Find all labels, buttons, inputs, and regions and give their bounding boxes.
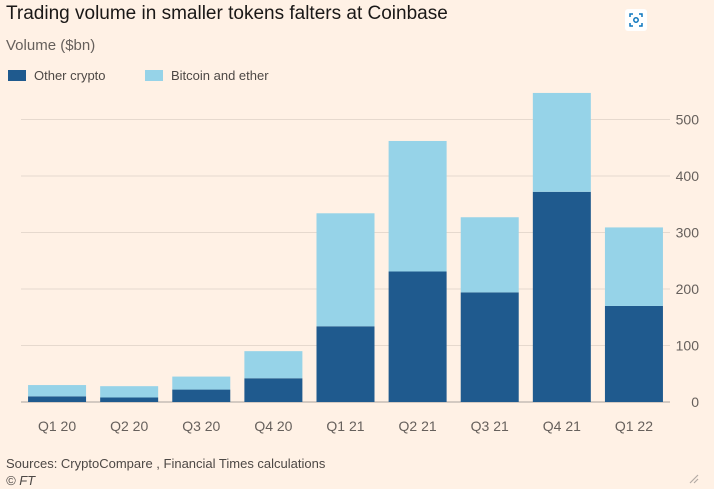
legend-item-other-crypto: Other crypto <box>8 68 106 83</box>
y-tick-label: 200 <box>676 281 700 297</box>
bar-bitcoin-and-ether-q4-21 <box>532 92 591 192</box>
x-tick-label: Q1 22 <box>615 418 653 434</box>
bar-bitcoin-and-ether-q2-21 <box>388 140 447 272</box>
y-tick-label: 400 <box>676 168 700 184</box>
y-tick-label: 300 <box>676 225 700 241</box>
x-tick-label: Q3 20 <box>182 418 220 434</box>
x-tick-label: Q4 20 <box>254 418 292 434</box>
x-tick-label: Q2 21 <box>399 418 437 434</box>
chart-subtitle: Volume ($bn) <box>6 37 96 54</box>
bar-other-crypto-q1-21 <box>316 326 375 402</box>
x-tick-label: Q3 21 <box>471 418 509 434</box>
focus-icon <box>629 13 643 27</box>
bar-bitcoin-and-ether-q1-22 <box>604 227 663 306</box>
bar-other-crypto-q2-21 <box>388 271 447 402</box>
y-tick-label: 100 <box>676 338 700 354</box>
y-tick-label: 0 <box>691 394 699 410</box>
legend-swatch-bitcoin-ether <box>145 70 163 81</box>
chart-plot: 0 100 200 300 400 500 Q1 20 Q2 20 Q3 20 Q4 20 Q1 2… <box>21 92 700 434</box>
bar-other-crypto-q1-20 <box>28 396 87 402</box>
bar-bitcoin-and-ether-q4-20 <box>244 351 303 379</box>
bar-other-crypto-q4-20 <box>244 378 303 402</box>
resize-handle-icon[interactable] <box>689 474 699 484</box>
bar-other-crypto-q3-21 <box>460 292 519 402</box>
bar-bitcoin-and-ether-q3-20 <box>172 376 231 390</box>
bar-other-crypto-q1-22 <box>604 305 663 402</box>
legend-label-other-crypto: Other crypto <box>34 68 106 83</box>
legend-label-bitcoin-ether: Bitcoin and ether <box>171 68 269 83</box>
chart-title: Trading volume in smaller tokens falters… <box>6 3 448 24</box>
x-tick-label: Q4 21 <box>543 418 581 434</box>
legend-swatch-other-crypto <box>8 70 26 81</box>
bar-bitcoin-and-ether-q1-21 <box>316 213 375 327</box>
x-tick-label: Q1 20 <box>38 418 76 434</box>
source-note: Sources: CryptoCompare , Financial Times… <box>6 456 326 471</box>
focus-button[interactable] <box>625 9 647 31</box>
x-tick-label: Q2 20 <box>110 418 148 434</box>
bar-bitcoin-and-ether-q3-21 <box>460 217 519 293</box>
y-tick-label: 500 <box>676 112 700 128</box>
bar-other-crypto-q2-20 <box>100 397 159 402</box>
bar-bitcoin-and-ether-q1-20 <box>28 385 87 397</box>
legend-item-bitcoin-ether: Bitcoin and ether <box>145 68 269 83</box>
bar-bitcoin-and-ether-q2-20 <box>100 386 159 398</box>
copyright: © FT <box>6 473 36 488</box>
bar-other-crypto-q4-21 <box>532 191 591 402</box>
x-tick-label: Q1 21 <box>326 418 364 434</box>
bar-other-crypto-q3-20 <box>172 389 231 402</box>
